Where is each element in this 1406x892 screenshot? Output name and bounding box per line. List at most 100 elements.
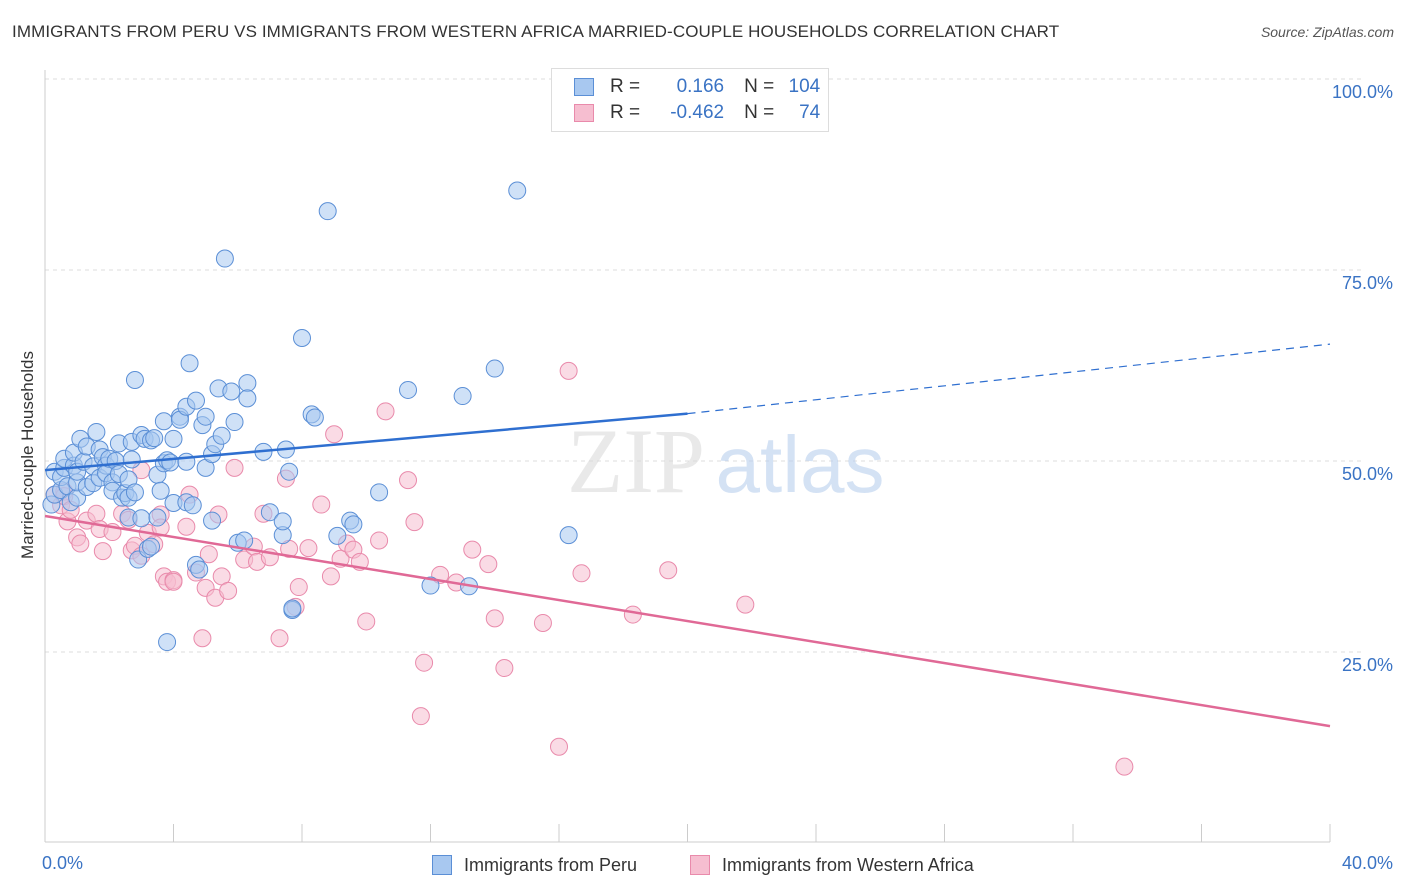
data-point-western-africa <box>87 504 106 523</box>
stats-legend: R = 0.166 N = 104 R = -0.462 N = 74 <box>551 68 829 132</box>
series-peru-points <box>42 181 578 652</box>
x-tick-labels: 0.0% 40.0% <box>42 853 1393 873</box>
data-point-peru <box>280 462 299 481</box>
y-tick-label: 75.0% <box>1342 273 1393 293</box>
data-point-peru <box>183 496 202 515</box>
data-point-peru <box>225 413 244 432</box>
data-point-western-africa <box>572 564 591 583</box>
data-point-western-africa <box>1115 757 1134 776</box>
data-point-peru <box>260 503 279 522</box>
data-point-western-africa <box>485 609 504 628</box>
data-point-western-africa <box>164 572 183 591</box>
data-point-peru <box>125 371 144 390</box>
legend-label-peru: Immigrants from Peru <box>464 854 638 875</box>
data-point-peru <box>145 429 164 448</box>
data-point-peru <box>559 526 578 545</box>
data-point-western-africa <box>479 555 498 574</box>
data-point-western-africa <box>376 402 395 421</box>
y-tick-label: 100.0% <box>1332 82 1393 102</box>
data-point-western-africa <box>736 595 755 614</box>
data-point-peru <box>305 408 324 427</box>
data-point-peru <box>87 422 106 441</box>
legend-label-western-africa: Immigrants from Western Africa <box>722 854 974 875</box>
legend-n-label: N = <box>744 102 775 123</box>
data-point-western-africa <box>415 653 434 672</box>
data-point-peru <box>283 599 302 618</box>
data-point-peru <box>125 483 144 502</box>
data-point-western-africa <box>325 425 344 444</box>
legend-swatch-western-africa <box>690 855 710 875</box>
data-point-western-africa <box>411 707 430 726</box>
grid-lines <box>45 78 1365 653</box>
data-point-peru <box>154 412 173 431</box>
data-point-western-africa <box>93 542 112 561</box>
data-point-peru <box>142 537 161 556</box>
watermark-atlas: atlas <box>716 420 885 509</box>
data-point-peru <box>273 512 292 531</box>
x-tick-label-min: 0.0% <box>42 853 83 873</box>
data-point-western-africa <box>357 612 376 631</box>
y-tick-label: 25.0% <box>1342 655 1393 675</box>
legend-r-value-peru: 0.166 <box>676 76 725 97</box>
legend-item-western-africa[interactable]: Immigrants from Western Africa <box>690 852 974 878</box>
data-point-western-africa <box>463 540 482 559</box>
data-point-western-africa <box>177 517 196 536</box>
legend-row-peru: R = 0.166 N = 104 <box>574 75 820 99</box>
data-point-western-africa <box>399 471 418 490</box>
legend-item-peru[interactable]: Immigrants from Peru <box>432 852 637 878</box>
legend-row-western-africa: R = -0.462 N = 74 <box>574 101 820 125</box>
data-point-western-africa <box>199 545 218 564</box>
watermark-zip: ZIP <box>567 410 705 512</box>
data-point-western-africa <box>495 659 514 678</box>
data-point-western-africa <box>225 458 244 477</box>
data-point-peru <box>158 633 177 652</box>
source-credit: Source: ZipAtlas.com <box>1260 24 1394 40</box>
data-point-peru <box>328 526 347 545</box>
data-point-peru <box>238 374 257 393</box>
y-tick-labels: 25.0% 50.0% 75.0% 100.0% <box>1332 82 1393 675</box>
legend-swatch-peru <box>574 78 594 96</box>
data-point-peru <box>421 576 440 595</box>
data-point-western-africa <box>659 561 678 580</box>
data-point-western-africa <box>219 581 238 600</box>
data-point-peru <box>453 387 472 406</box>
series-legend: Immigrants from Peru Immigrants from Wes… <box>0 852 1406 878</box>
data-point-western-africa <box>312 495 331 514</box>
data-point-peru <box>370 483 389 502</box>
data-point-peru <box>203 511 222 530</box>
data-point-peru <box>293 328 311 347</box>
data-point-western-africa <box>289 578 308 597</box>
legend-n-label: N = <box>744 76 775 97</box>
data-point-peru <box>148 508 167 527</box>
data-point-peru <box>238 389 257 408</box>
data-point-peru <box>485 359 504 378</box>
data-point-peru <box>222 382 241 401</box>
data-point-peru <box>151 481 170 500</box>
data-point-western-africa <box>270 629 289 648</box>
legend-r-value-western-africa: -0.462 <box>670 102 725 123</box>
data-point-western-africa <box>321 567 340 586</box>
data-point-western-africa <box>550 737 568 756</box>
data-point-peru <box>196 407 215 426</box>
trend-line-western-africa <box>44 514 1331 728</box>
data-point-peru <box>215 249 234 268</box>
data-point-peru <box>161 453 180 472</box>
data-point-peru <box>212 426 231 445</box>
data-point-peru <box>164 429 183 448</box>
data-point-peru <box>122 450 141 469</box>
legend-swatch-western-africa <box>574 104 594 122</box>
legend-n-value-peru: 104 <box>788 76 821 97</box>
data-point-western-africa <box>405 513 424 532</box>
data-point-western-africa <box>559 361 578 380</box>
data-point-peru <box>344 515 363 534</box>
data-point-western-africa <box>533 613 552 632</box>
data-point-peru <box>180 354 199 373</box>
y-tick-label: 50.0% <box>1342 464 1393 484</box>
data-point-western-africa <box>370 531 389 550</box>
legend-r-label: R = <box>610 102 641 123</box>
data-point-western-africa <box>193 629 212 648</box>
data-point-peru <box>190 560 209 579</box>
legend-r-label: R = <box>610 76 641 97</box>
data-point-peru <box>508 181 527 200</box>
